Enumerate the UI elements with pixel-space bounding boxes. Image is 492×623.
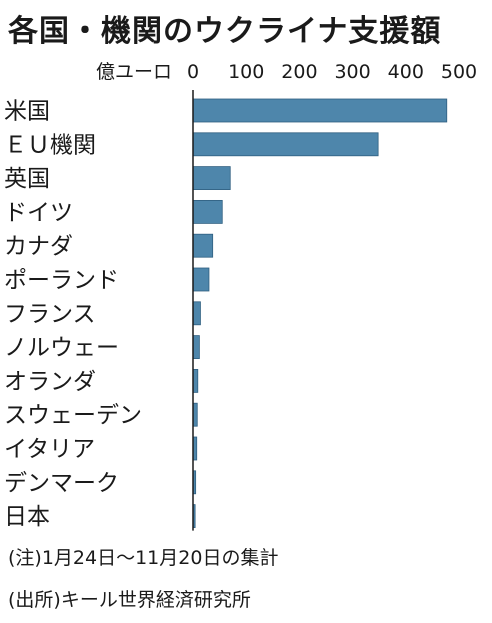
bar: [192, 233, 214, 258]
bar: [192, 98, 448, 123]
category-labels: 米国 ＥＵ機関英国ドイツカナダポーランドフランスノルウェーオランダスウェーデンイタ…: [4, 99, 142, 531]
chart-title: 各国・機関のウクライナ支援額: [8, 14, 442, 49]
bar: [192, 132, 379, 157]
category-label: ＥＵ機関: [4, 132, 96, 158]
category-label: カナダ: [4, 234, 73, 260]
category-label: 英国: [4, 166, 50, 192]
category-label: ノルウェー: [4, 335, 119, 361]
bar: [192, 335, 200, 360]
x-tick-label: 400: [388, 61, 424, 83]
x-axis-ticks: 0 100 200 300 400 500: [187, 61, 477, 83]
x-tick-label: 300: [334, 61, 370, 83]
category-label: デンマーク: [4, 470, 119, 496]
category-label: 日本: [4, 504, 50, 530]
source-note: (出所)キール世界経済研究所: [8, 589, 251, 611]
x-tick-label: 500: [441, 61, 477, 83]
x-tick-label: 200: [281, 61, 317, 83]
category-label: ポーランド: [4, 268, 119, 294]
category-label: 米国: [4, 99, 50, 125]
category-label: イタリア: [4, 437, 95, 463]
bars: [192, 98, 448, 529]
category-label: オランダ: [4, 369, 96, 395]
bar: [192, 199, 223, 224]
bar: [192, 301, 201, 326]
category-label: ドイツ: [4, 200, 73, 226]
bar: [192, 267, 210, 292]
x-tick-label: 0: [187, 61, 199, 83]
x-tick-label: 100: [228, 61, 264, 83]
unit-label: 億ユーロ: [96, 61, 172, 83]
category-label: スウェーデン: [4, 403, 142, 429]
bar: [192, 166, 231, 191]
category-label: フランス: [4, 301, 96, 327]
period-note: (注)1月24日〜11月20日の集計: [8, 547, 279, 569]
